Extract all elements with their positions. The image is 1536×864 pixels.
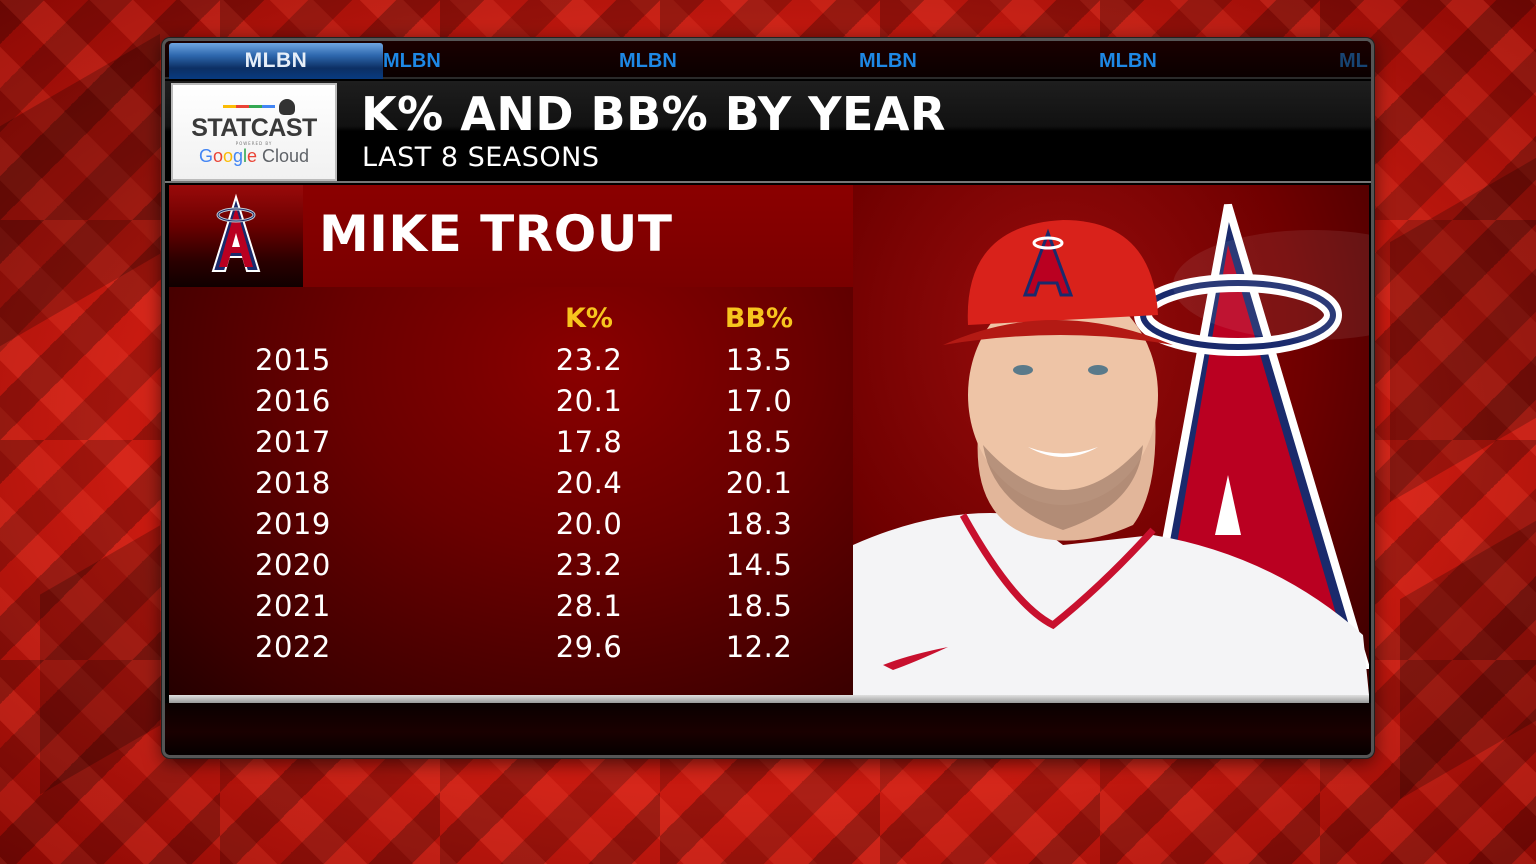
player-headshot <box>853 185 1369 695</box>
batter-silhouette-icon <box>279 98 295 115</box>
year-cell: 2016 <box>255 384 331 418</box>
background-tile <box>1390 157 1536 503</box>
powered-by-label: POWERED BY <box>235 140 273 146</box>
statcast-wordmark: STATCAST <box>191 113 317 142</box>
player-name-bar <box>303 185 853 287</box>
year-cell: 2017 <box>255 425 331 459</box>
team-logo-box <box>169 185 303 287</box>
bb-pct-cell: 18.5 <box>725 425 793 459</box>
bb-pct-cell: 13.5 <box>725 343 793 377</box>
background-tile <box>1400 520 1536 800</box>
stats-graphic-panel: MLBN MLBN MLBN MLBN MLBN ML STATCAST POW… <box>162 38 1374 758</box>
background-tile <box>0 33 160 347</box>
graphic-title: K% AND BB% BY YEAR <box>361 87 946 141</box>
stats-table-area: MIKE TROUT K% BB% 2015 23.2 13.5 2016 20… <box>169 185 853 695</box>
table-row: 2015 23.2 13.5 <box>169 343 853 383</box>
bb-pct-cell: 18.5 <box>725 589 793 623</box>
ticker-item: MLBN <box>859 50 917 72</box>
k-pct-cell: 20.1 <box>555 384 623 418</box>
bb-pct-cell: 20.1 <box>725 466 793 500</box>
year-cell: 2022 <box>255 630 331 664</box>
table-row: 2018 20.4 20.1 <box>169 466 853 506</box>
k-pct-cell: 17.8 <box>555 425 623 459</box>
year-cell: 2018 <box>255 466 331 500</box>
column-header-k-pct: K% <box>565 303 613 334</box>
k-pct-cell: 20.0 <box>555 507 623 541</box>
angels-logo-backdrop-icon <box>853 203 1369 695</box>
angels-halo-a-icon <box>211 193 261 272</box>
ticker-item: MLBN <box>1099 50 1157 72</box>
table-row: 2017 17.8 18.5 <box>169 425 853 465</box>
ticker-item: ML <box>1339 50 1368 72</box>
k-pct-cell: 23.2 <box>555 548 623 582</box>
divider-rule <box>169 695 1369 703</box>
ticker-item: MLBN <box>619 50 677 72</box>
table-row: 2021 28.1 18.5 <box>169 589 853 629</box>
ticker-active-tab: MLBN <box>169 43 383 79</box>
ticker-active-label: MLBN <box>244 49 308 72</box>
year-cell: 2021 <box>255 589 331 623</box>
k-pct-cell: 28.1 <box>555 589 623 623</box>
table-row: 2016 20.1 17.0 <box>169 384 853 424</box>
statcast-google-cloud-logo: STATCAST POWERED BY Google Cloud <box>171 83 337 181</box>
bb-pct-cell: 17.0 <box>725 384 793 418</box>
network-ticker: MLBN MLBN MLBN MLBN MLBN ML <box>165 41 1371 79</box>
table-row: 2020 23.2 14.5 <box>169 548 853 588</box>
player-name: MIKE TROUT <box>319 205 673 263</box>
bb-pct-cell: 14.5 <box>725 548 793 582</box>
k-pct-cell: 20.4 <box>555 466 623 500</box>
google-cloud-wordmark: Google Cloud <box>198 145 310 166</box>
table-row: 2022 29.6 12.2 <box>169 630 853 670</box>
column-header-bb-pct: BB% <box>724 303 794 334</box>
year-cell: 2019 <box>255 507 331 541</box>
graphic-subtitle: LAST 8 SEASONS <box>362 142 600 173</box>
background-tile <box>40 525 160 795</box>
ticker-item: MLBN <box>383 50 441 72</box>
table-row: 2019 20.0 18.3 <box>169 507 853 547</box>
statcast-mark <box>223 98 295 115</box>
bb-pct-cell: 12.2 <box>725 630 793 664</box>
year-cell: 2020 <box>255 548 331 582</box>
footer-bar <box>165 703 1371 755</box>
k-pct-cell: 29.6 <box>555 630 623 664</box>
color-line-icon <box>223 105 275 108</box>
k-pct-cell: 23.2 <box>555 343 623 377</box>
graphic-header: STATCAST POWERED BY Google Cloud K% AND … <box>165 81 1371 183</box>
year-cell: 2015 <box>255 343 331 377</box>
bb-pct-cell: 18.3 <box>725 507 793 541</box>
